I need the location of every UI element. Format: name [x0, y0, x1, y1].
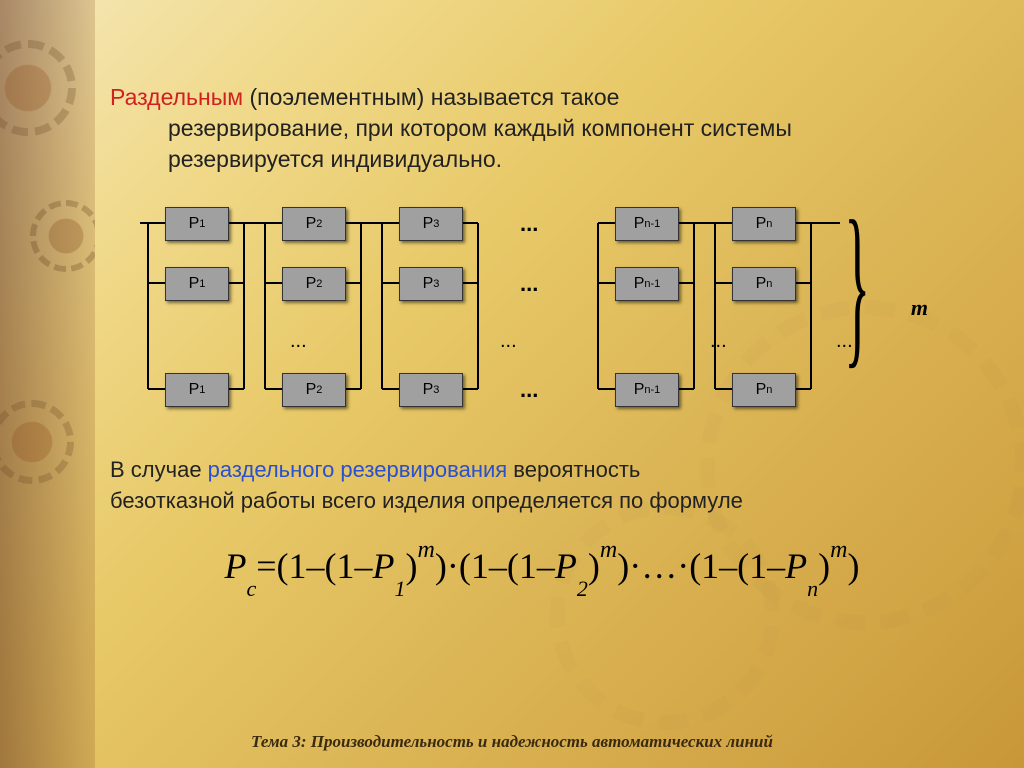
ellipsis-vertical: ...	[836, 330, 853, 353]
diagram-block: P3	[399, 267, 463, 301]
diagram-block: P2	[282, 373, 346, 407]
diagram-block: Pn	[732, 207, 796, 241]
diagram-block: P1	[165, 267, 229, 301]
gear-icon	[30, 200, 95, 272]
para-text: резервирование, при котором каждый компо…	[168, 115, 792, 141]
paragraph-formula-intro: В случае раздельного резервирования веро…	[110, 455, 974, 517]
left-decoration-bar	[0, 0, 95, 768]
diagram-block: P1	[165, 373, 229, 407]
ellipsis-vertical: ...	[500, 330, 517, 353]
para-text: безотказной работы всего изделия определ…	[110, 488, 743, 513]
diagram-block: Pn-1	[615, 207, 679, 241]
content-area: Раздельным (поэлементным) называется так…	[110, 82, 974, 592]
diagram-block: P2	[282, 267, 346, 301]
ellipsis-horizontal: ...	[520, 377, 538, 403]
para-text: В случае	[110, 457, 208, 482]
ellipsis-horizontal: ...	[520, 271, 538, 297]
diagram-block: Pn	[732, 267, 796, 301]
ellipsis-vertical: ...	[710, 330, 727, 353]
diagram-block: P3	[399, 207, 463, 241]
ellipsis-vertical: ...	[290, 330, 307, 353]
diagram-block: P3	[399, 373, 463, 407]
gear-icon	[0, 400, 74, 484]
para-text: (поэлементным) называется такое	[243, 84, 619, 110]
ellipsis-horizontal: ...	[520, 211, 538, 237]
paragraph-definition: Раздельным (поэлементным) называется так…	[110, 82, 974, 175]
slide: Раздельным (поэлементным) называется так…	[0, 0, 1024, 768]
reliability-formula: Pc=(1–(1–P1)m)·(1–(1–P2)m)·…·(1–(1–Pn)m)	[110, 545, 974, 592]
diagram-block: P1	[165, 207, 229, 241]
gear-icon	[0, 40, 76, 136]
term-highlight: Раздельным	[110, 84, 243, 110]
para-text: резервируется индивидуально.	[168, 146, 502, 172]
m-label: m	[911, 295, 928, 321]
diagram-block: Pn-1	[615, 373, 679, 407]
diagram-block: Pn	[732, 373, 796, 407]
para-text: вероятность	[507, 457, 640, 482]
term-highlight-blue: раздельного резервирования	[208, 457, 508, 482]
redundancy-diagram: } m P1P2P3Pn-1PnP1P2P3Pn-1PnP1P2P3Pn-1Pn…	[140, 195, 910, 425]
diagram-block: P2	[282, 207, 346, 241]
diagram-block: Pn-1	[615, 267, 679, 301]
footer-topic: Тема 3: Производительность и надежность …	[0, 732, 1024, 752]
